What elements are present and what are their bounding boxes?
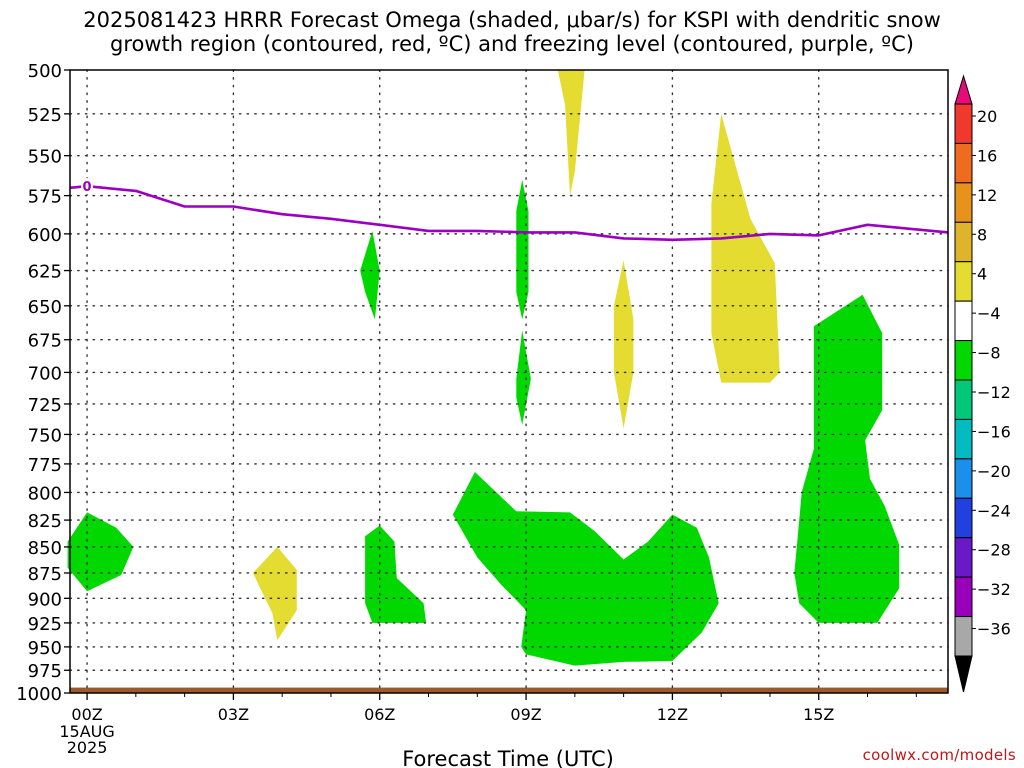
colorbar-arrow-bottom: [954, 655, 973, 693]
y-tick-label-725: 725: [28, 395, 62, 416]
x-tick-label-06Z: 06Z: [364, 705, 395, 724]
ground-layer: [70, 687, 948, 693]
colorbar-segment-8: [954, 379, 973, 420]
colorbar-segment-5: [954, 261, 973, 302]
omega-region-3: [613, 260, 634, 429]
x-tick-label-09Z: 09Z: [510, 705, 541, 724]
omega-region-6: [516, 330, 531, 425]
colorbar-segment-11: [954, 497, 973, 539]
y-tick-label-975: 975: [28, 661, 62, 682]
y-tick-label-1000: 1000: [16, 684, 62, 705]
omega-regions: [67, 70, 900, 666]
y-tick-label-675: 675: [28, 331, 62, 352]
colorbar-label-11: −24: [977, 501, 1011, 520]
y-tick-label-950: 950: [28, 638, 62, 659]
y-tick-label-600: 600: [28, 225, 62, 246]
colorbar-label-1: 20: [977, 107, 997, 126]
y-tick-label-700: 700: [28, 363, 62, 384]
y-tick-label-550: 550: [28, 147, 62, 168]
omega-region-4: [252, 546, 297, 641]
omega-region-8: [67, 512, 134, 592]
colorbar-label-6: −4: [977, 304, 1001, 323]
y-tick-label-825: 825: [28, 511, 62, 532]
omega-region-1: [557, 70, 585, 196]
y-tick-label-900: 900: [28, 589, 62, 610]
colorbar-label-10: −20: [977, 462, 1011, 481]
colorbar-segment-13: [954, 576, 973, 618]
colorbar-segment-1: [954, 103, 973, 144]
colorbar-label-8: −12: [977, 383, 1011, 402]
colorbar-label-7: −8: [977, 344, 1001, 363]
colorbar-segment-6: [954, 300, 973, 342]
grid-lines: [69, 69, 949, 694]
colorbar-segment-7: [954, 340, 973, 381]
colorbar-segment-12: [954, 537, 973, 578]
omega-region-10: [452, 472, 719, 666]
freezing-level-line: [69, 184, 949, 242]
colorbar-segment-2: [954, 142, 973, 184]
omega-region-7: [360, 230, 380, 320]
x-tick-label-03Z: 03Z: [218, 705, 249, 724]
colorbar-label-12: −28: [977, 541, 1011, 560]
colorbar-label-5: 4: [977, 265, 987, 284]
plot-frame: [69, 69, 949, 694]
colorbar-segment-14: [954, 616, 973, 657]
watermark: coolwx.com/models: [862, 746, 1016, 764]
x-axis-label: Forecast Time (UTC): [402, 747, 614, 768]
colorbar-label-3: 12: [977, 186, 997, 205]
plot-border: [69, 69, 949, 694]
omega-region-11: [794, 294, 900, 623]
colorbar: 20 16 12 8 4 −4 −8 −12 −16 −20 −24 −28 −32 −36: [954, 74, 1011, 693]
omega-region-2: [711, 113, 780, 383]
colorbar-segment-3: [954, 182, 973, 223]
colorbar-label-14: −36: [977, 620, 1011, 639]
freezing-level-label-bg: [81, 178, 94, 195]
colorbar-segment-9: [954, 418, 973, 460]
colorbar-label-4: 8: [977, 225, 987, 244]
freezing-level: 0: [69, 178, 949, 242]
y-tick-label-650: 650: [28, 297, 62, 318]
freezing-level-label: 0: [83, 180, 92, 195]
x-tick-label-00Z: 00Z: [71, 705, 102, 724]
chart-title-line-1: 2025081423 HRRR Forecast Omega (shaded, …: [83, 8, 941, 32]
x-sublabel-1: 15AUG: [59, 722, 114, 741]
y-tick-label-850: 850: [28, 538, 62, 559]
omega-region-5: [516, 179, 529, 320]
y-tick-label-575: 575: [28, 187, 62, 208]
y-tick-label-625: 625: [28, 262, 62, 283]
colorbar-label-13: −32: [977, 580, 1011, 599]
y-tick-label-800: 800: [28, 483, 62, 504]
y-tick-label-875: 875: [28, 564, 62, 585]
colorbar-segment-4: [954, 221, 973, 263]
y-tick-label-500: 500: [28, 61, 62, 82]
colorbar-segment-10: [954, 458, 973, 499]
x-tick-label-15Z: 15Z: [803, 705, 834, 724]
colorbar-label-2: 16: [977, 146, 997, 165]
x-sublabel-2: 2025: [67, 738, 108, 757]
colorbar-label-9: −16: [977, 422, 1011, 441]
y-tick-label-525: 525: [28, 105, 62, 126]
ground-band: [70, 687, 948, 693]
x-tick-label-12Z: 12Z: [657, 705, 688, 724]
colorbar-arrow-top: [954, 74, 973, 105]
y-tick-label-925: 925: [28, 614, 62, 635]
y-tick-label-775: 775: [28, 455, 62, 476]
chart-title-line-2: growth region (contoured, red, ºC) and f…: [110, 32, 914, 56]
y-tick-label-750: 750: [28, 425, 62, 446]
y-axis: 500 525 550 575 600 625 650 675 700 725 750 775 800 8…: [16, 61, 70, 705]
